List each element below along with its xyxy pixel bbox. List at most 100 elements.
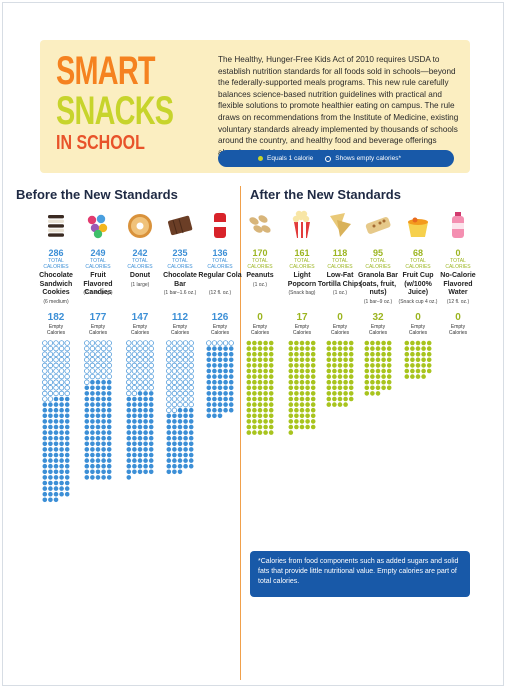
empty-calorie-dot bbox=[84, 458, 90, 463]
total-label: TOTAL bbox=[172, 258, 188, 264]
calorie-dot bbox=[257, 368, 263, 374]
empty-calorie-dot bbox=[148, 469, 154, 475]
total-label: TOTAL bbox=[252, 258, 268, 264]
calorie-dot bbox=[326, 402, 332, 407]
food-icon-wrap bbox=[363, 210, 393, 240]
calorie-dot bbox=[257, 363, 263, 368]
empty-calorie-dot bbox=[53, 480, 59, 486]
title-in-school: IN SCHOOL bbox=[56, 132, 145, 154]
empty-calorie-dot bbox=[148, 463, 154, 469]
calorie-dot bbox=[142, 379, 149, 385]
empty-calorie-dot bbox=[364, 391, 370, 396]
calorie-dot bbox=[142, 362, 149, 369]
calorie-dot bbox=[246, 391, 252, 396]
empty-calorie-dot bbox=[48, 458, 53, 463]
calorie-dot bbox=[246, 340, 252, 346]
calorie-dot bbox=[47, 340, 54, 346]
calorie-dot bbox=[326, 346, 332, 351]
calorie-dot bbox=[100, 351, 107, 357]
empty-label: Empty bbox=[48, 324, 64, 330]
calorie-dot bbox=[126, 351, 132, 357]
legend-filled-label: Equals 1 calorie bbox=[267, 155, 314, 162]
calorie-dot bbox=[246, 363, 252, 368]
empty-calories-value: 17 bbox=[296, 312, 308, 323]
calorie-dot bbox=[332, 357, 337, 363]
calorie-dot bbox=[166, 362, 172, 369]
empty-calorie-dot bbox=[64, 419, 70, 424]
total-calories-value: 136 bbox=[212, 248, 228, 258]
calorie-dot bbox=[268, 340, 274, 346]
empty-calorie-dot bbox=[137, 413, 143, 419]
legend-filled: Equals 1 calorie bbox=[258, 155, 313, 162]
empty-calories-label: Calories bbox=[448, 330, 468, 336]
empty-calorie-dot bbox=[53, 419, 59, 424]
empty-calorie-dot bbox=[48, 491, 53, 497]
empty-calorie-dot bbox=[212, 374, 217, 379]
calorie-dot bbox=[131, 362, 138, 369]
calorie-dot bbox=[95, 362, 101, 369]
empty-calorie-dot bbox=[101, 385, 106, 391]
calorie-dot bbox=[426, 357, 432, 363]
empty-calories-label: Calories bbox=[170, 330, 190, 336]
food-name: Fruit Cup (w/100% Juice) bbox=[402, 272, 434, 296]
empty-calorie-dot bbox=[364, 385, 370, 391]
calorie-dot bbox=[131, 357, 138, 363]
empty-calorie-dot bbox=[223, 351, 228, 357]
calorie-dot bbox=[343, 351, 348, 357]
calorie-dot bbox=[381, 363, 386, 368]
calorie-dot bbox=[64, 390, 70, 397]
calorie-dot bbox=[332, 391, 337, 396]
calorie-dot bbox=[252, 368, 257, 374]
calorie-dot bbox=[177, 396, 183, 402]
empty-label: Empty bbox=[450, 324, 466, 330]
calorie-dot bbox=[268, 430, 274, 435]
calorie-dot bbox=[137, 385, 143, 391]
calorie-dot bbox=[421, 346, 426, 351]
empty-calorie-dot bbox=[64, 407, 70, 413]
calorie-dot bbox=[263, 424, 268, 430]
calorie-dot bbox=[84, 345, 90, 352]
empty-calorie-dot bbox=[143, 407, 148, 413]
empty-calories-label: Calories bbox=[210, 330, 230, 336]
food-name: Granola Bar (oats, fruit, nuts) bbox=[357, 272, 399, 296]
empty-calorie-dot bbox=[106, 441, 112, 447]
empty-calorie-dot bbox=[90, 402, 95, 407]
calorie-dot bbox=[257, 396, 263, 402]
empty-calorie-dot bbox=[206, 413, 212, 419]
empty-calorie-dot bbox=[101, 458, 106, 463]
serving-size: (Snack bag) bbox=[288, 290, 316, 296]
calorie-dot bbox=[53, 390, 59, 397]
empty-calorie-dot bbox=[212, 351, 217, 357]
calorie-dot bbox=[386, 340, 392, 346]
calorie-dot bbox=[299, 363, 305, 368]
calorie-dot bbox=[386, 363, 392, 368]
empty-calorie-dot bbox=[95, 463, 101, 469]
calorie-dot bbox=[337, 396, 343, 402]
calorie-dot bbox=[84, 379, 90, 385]
empty-calorie-dot bbox=[137, 407, 143, 413]
calorie-dot bbox=[343, 368, 348, 374]
calorie-dot bbox=[188, 345, 194, 352]
calorie-dot bbox=[106, 345, 112, 352]
calorie-dot bbox=[348, 357, 354, 363]
calorie-dot bbox=[299, 391, 305, 396]
calorie-dot bbox=[257, 413, 263, 419]
empty-calorie-dot bbox=[294, 424, 299, 430]
empty-calorie-dot bbox=[177, 463, 183, 469]
empty-calorie-dot bbox=[188, 447, 194, 452]
calorie-dot bbox=[381, 340, 386, 346]
empty-calorie-dot bbox=[228, 357, 234, 363]
calories-label: CALORIES bbox=[365, 264, 391, 270]
calorie-dot bbox=[332, 402, 337, 407]
filled-dot-icon bbox=[258, 156, 263, 161]
calorie-dot bbox=[58, 362, 65, 369]
calorie-dot bbox=[47, 368, 54, 374]
food-icon-wrap bbox=[125, 210, 155, 240]
calorie-dot bbox=[182, 373, 189, 380]
empty-calorie-dot bbox=[48, 413, 53, 419]
total-label: TOTAL bbox=[48, 258, 64, 264]
empty-calories-label: Calories bbox=[130, 330, 150, 336]
food-icon-wrap bbox=[83, 210, 113, 240]
empty-label: Empty bbox=[90, 324, 106, 330]
empty-calories-value: 0 bbox=[337, 312, 343, 323]
